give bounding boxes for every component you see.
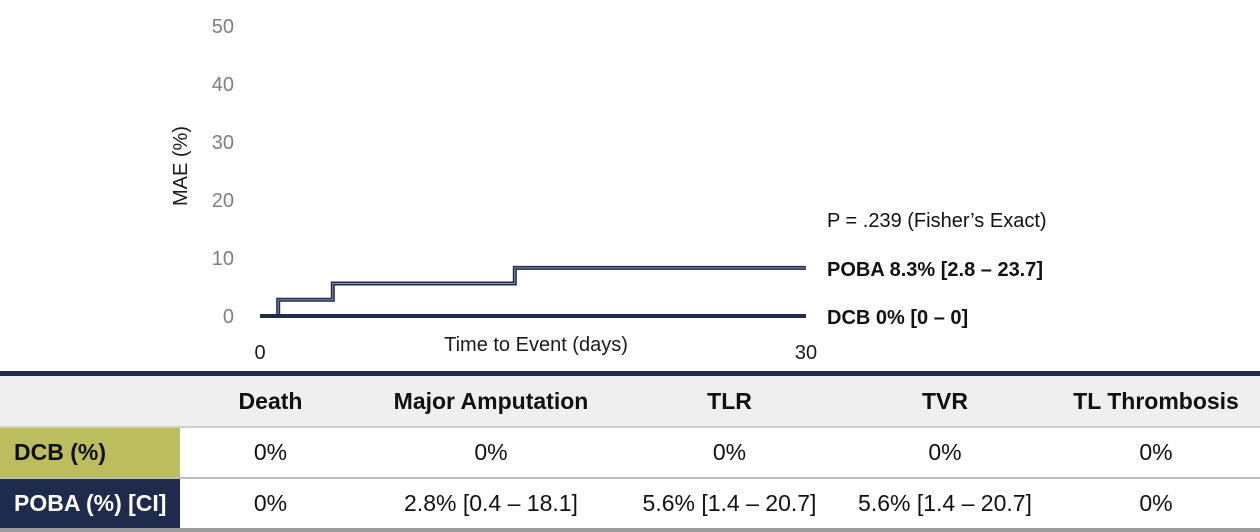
y-tick-label: 0 — [223, 306, 234, 328]
table-cell: 2.8% [0.4 – 18.1] — [404, 490, 578, 516]
table-header-cell — [0, 373, 180, 428]
table-cell: 0% — [838, 427, 1052, 479]
y-tick-label: 30 — [212, 132, 234, 154]
y-tick-label: 40 — [212, 74, 234, 96]
km-chart: 0 10 20 30 40 50 MAE (%) 0 30 Time to Event (d… — [170, 16, 1047, 364]
x-axis-label: Time to Event (days) — [444, 334, 628, 356]
table-cell: 0% — [180, 427, 361, 479]
table-row: DCB (%) 0% 0% 0% 0% 0% — [0, 427, 1260, 479]
series-label: DCB 0% [0 – 0] — [827, 307, 968, 329]
table-cell: 0% — [1139, 490, 1173, 516]
table-cell: 5.6% [1.4 – 20.7] — [858, 490, 1032, 516]
series-label: POBA 8.3% [2.8 – 23.7] — [827, 259, 1043, 281]
table-header-cell: Major Amputation — [361, 373, 621, 428]
x-tick-label: 30 — [795, 342, 817, 364]
x-tick-label: 0 — [254, 342, 265, 364]
table-header-cell: Death — [180, 373, 361, 428]
table-cell: 0% — [253, 490, 288, 516]
y-tick-label: 20 — [212, 190, 234, 212]
series-lines — [260, 265, 806, 318]
table-header-cell: TL Thrombosis — [1052, 373, 1260, 428]
outcomes-table: Death Major Amputation TLR TVR TL Thromb… — [0, 371, 1260, 532]
series-line — [260, 265, 806, 318]
table-cell: 0% — [361, 427, 621, 479]
table-row: POBA (%) [CI] 0% 2.8% [0.4 – 18.1] 5.6% … — [0, 478, 1260, 530]
table-header-row: Death Major Amputation TLR TVR TL Thromb… — [0, 373, 1260, 428]
row-label: DCB (%) — [0, 427, 180, 479]
y-axis-ticks: 0 10 20 30 40 50 — [212, 16, 234, 328]
y-axis-label: MAE (%) — [170, 126, 192, 206]
row-label: POBA (%) [CI] — [0, 478, 180, 530]
y-tick-label: 50 — [212, 16, 234, 38]
x-axis-ticks: 0 30 — [254, 342, 817, 364]
table-cell: 0% — [621, 427, 838, 479]
table-cell: 5.6% [1.4 – 20.7] — [642, 490, 817, 516]
p-value-annotation: P = .239 (Fisher’s Exact) — [827, 210, 1047, 232]
series-line-highlight — [260, 267, 806, 317]
series-labels: POBA 8.3% [2.8 – 23.7] DCB 0% [0 – 0] — [827, 259, 1043, 329]
table-header-cell: TLR — [621, 373, 838, 428]
table-header-cell: TVR — [838, 373, 1052, 428]
y-tick-label: 10 — [212, 248, 234, 270]
table-cell: 0% — [1052, 427, 1260, 479]
